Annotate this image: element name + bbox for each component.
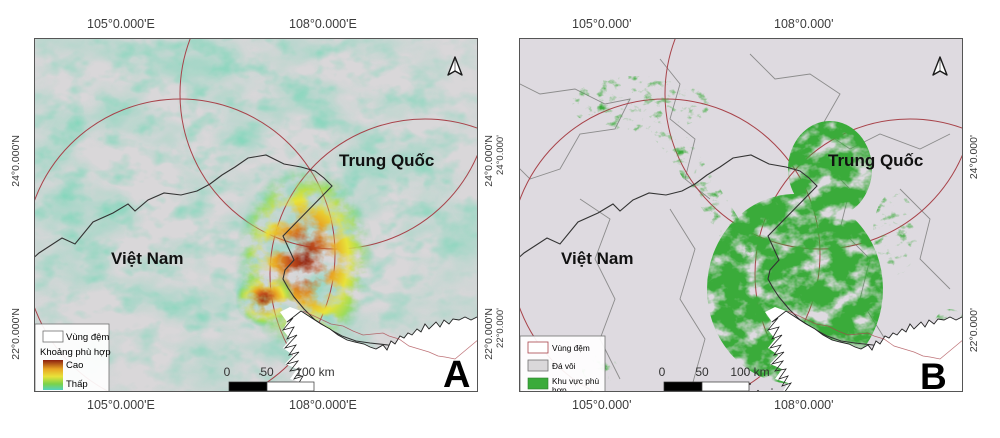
svg-text:100 km: 100 km	[730, 365, 769, 379]
svg-text:0: 0	[224, 365, 231, 379]
svg-text:A: A	[443, 354, 470, 392]
svg-text:B: B	[920, 356, 947, 392]
svg-text:Đá vôi: Đá vôi	[552, 361, 576, 371]
svg-text:100 km: 100 km	[295, 365, 334, 379]
svg-text:0: 0	[659, 365, 666, 379]
svg-text:50: 50	[695, 365, 709, 379]
svg-text:Cao: Cao	[66, 360, 83, 371]
svg-text:Vùng đệm: Vùng đệm	[552, 343, 590, 353]
svg-text:hợp: hợp	[552, 385, 567, 392]
svg-text:Thấp: Thấp	[66, 379, 88, 390]
svg-text:Khoảng phù hợp: Khoảng phù hợp	[40, 347, 111, 358]
svg-text:50: 50	[260, 365, 274, 379]
svg-text:Vùng đệm: Vùng đệm	[66, 332, 109, 343]
